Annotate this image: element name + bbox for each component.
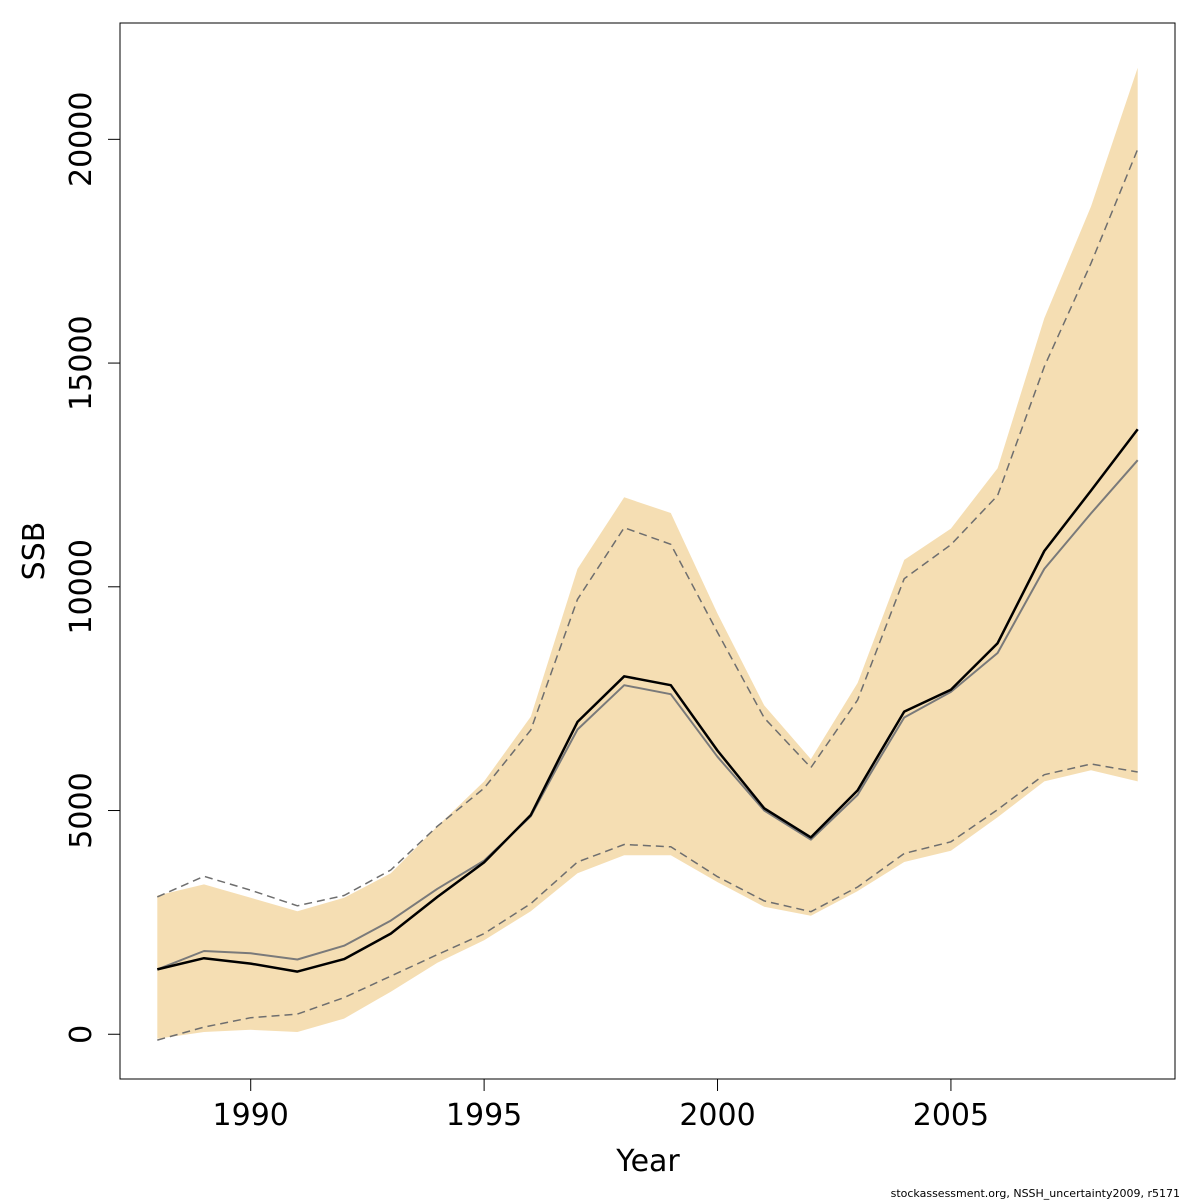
x-tick-label: 2005 [913,1098,989,1133]
y-axis: 0 5000 10000 15000 20000 [64,92,121,1044]
y-tick-label: 10000 [64,539,99,634]
footer-note: stockassessment.org, NSSH_uncertainty200… [891,1187,1180,1200]
confidence-band-layer [157,67,1138,1039]
y-axis-title: SSB [17,522,52,581]
series-line-dashed-3 [157,763,1138,1041]
x-tick-label: 1995 [446,1098,522,1133]
y-tick-label: 5000 [64,772,99,848]
x-tick-label: 2000 [679,1098,755,1133]
y-tick-label: 15000 [64,315,99,410]
y-tick-label: 20000 [64,92,99,187]
y-tick-label: 0 [64,1025,99,1044]
series-line-secondary-1 [156,459,1139,971]
x-axis-title: Year [615,1144,680,1179]
series-layer [156,148,1139,1041]
confidence-band [157,67,1138,1039]
x-tick-label: 1990 [213,1098,289,1133]
series-line-dashed-2 [156,148,1139,907]
x-axis: 1990 1995 2000 2005 [213,1078,989,1133]
series-line-main-0 [157,428,1139,973]
